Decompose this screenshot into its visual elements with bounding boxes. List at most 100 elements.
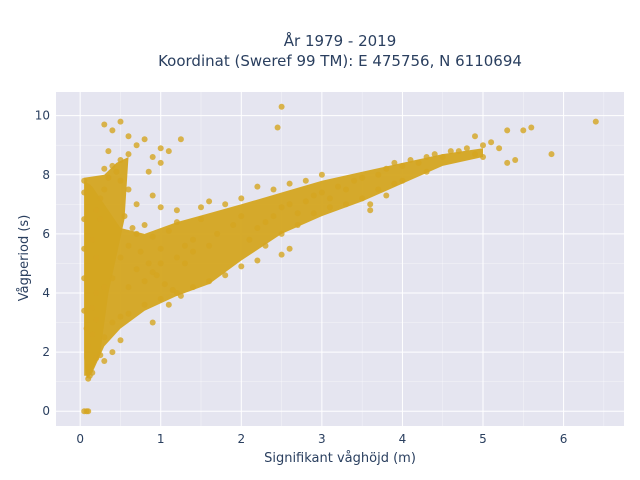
y-axis-title: Vågperiod (s) bbox=[17, 215, 32, 302]
x-axis-title: Signifikant våghöjd (m) bbox=[264, 451, 416, 466]
data-point bbox=[190, 248, 196, 255]
data-point bbox=[359, 174, 366, 181]
data-point bbox=[592, 118, 599, 125]
data-point bbox=[286, 201, 293, 208]
data-point bbox=[101, 121, 108, 128]
data-point bbox=[343, 186, 349, 193]
data-point bbox=[181, 242, 188, 249]
data-point bbox=[367, 201, 374, 208]
data-point bbox=[157, 245, 164, 252]
data-point bbox=[141, 278, 148, 285]
y-tick-label: 0 bbox=[42, 404, 50, 418]
data-point bbox=[463, 145, 470, 152]
data-point bbox=[157, 204, 164, 211]
data-point bbox=[222, 272, 229, 279]
data-point bbox=[133, 142, 140, 149]
data-point bbox=[230, 222, 237, 228]
data-point bbox=[455, 148, 462, 155]
data-point bbox=[318, 171, 325, 178]
data-point bbox=[109, 349, 116, 356]
data-point bbox=[101, 334, 108, 341]
data-point bbox=[125, 151, 132, 158]
data-point bbox=[145, 168, 152, 175]
data-point bbox=[101, 186, 108, 193]
data-point bbox=[286, 180, 293, 187]
data-point bbox=[137, 248, 144, 255]
data-point bbox=[206, 198, 213, 205]
data-point bbox=[278, 103, 285, 110]
data-point bbox=[399, 177, 406, 184]
x-tick-label: 1 bbox=[157, 432, 165, 446]
data-point bbox=[153, 272, 160, 279]
data-point bbox=[177, 292, 184, 299]
data-point bbox=[165, 227, 172, 234]
data-point bbox=[270, 186, 277, 193]
data-point bbox=[278, 251, 285, 258]
data-point bbox=[109, 127, 116, 134]
data-point bbox=[83, 325, 90, 332]
data-point bbox=[81, 245, 88, 252]
y-tick-label: 6 bbox=[42, 227, 50, 241]
data-point bbox=[480, 154, 486, 160]
data-point bbox=[129, 225, 136, 231]
data-point bbox=[157, 260, 164, 267]
data-point bbox=[81, 307, 88, 314]
data-point bbox=[391, 159, 398, 166]
data-point bbox=[81, 189, 88, 196]
data-point bbox=[169, 287, 176, 293]
data-point bbox=[173, 219, 180, 226]
data-point bbox=[326, 195, 333, 202]
data-point bbox=[310, 210, 317, 217]
data-point bbox=[472, 133, 478, 140]
data-point bbox=[97, 352, 104, 359]
data-point bbox=[294, 222, 301, 228]
data-point bbox=[157, 145, 164, 152]
data-point bbox=[141, 301, 148, 308]
data-point bbox=[133, 201, 140, 208]
data-point bbox=[359, 195, 366, 202]
data-point bbox=[423, 168, 430, 175]
y-tick-label: 4 bbox=[42, 286, 50, 300]
y-tick-labels: 0 2 4 6 8 10 bbox=[35, 109, 50, 419]
data-point bbox=[351, 177, 358, 184]
data-point bbox=[117, 254, 124, 261]
data-point bbox=[173, 207, 180, 214]
data-point bbox=[105, 148, 112, 155]
x-tick-label: 3 bbox=[318, 432, 326, 446]
data-point bbox=[246, 236, 253, 243]
data-point bbox=[504, 127, 511, 134]
data-point bbox=[109, 275, 116, 282]
data-point bbox=[383, 165, 390, 172]
data-point bbox=[198, 204, 204, 211]
data-point bbox=[149, 154, 156, 160]
data-point bbox=[85, 363, 92, 370]
data-point bbox=[93, 290, 100, 296]
data-point bbox=[206, 278, 213, 285]
x-tick-labels: 0 1 2 3 4 5 6 bbox=[76, 432, 567, 446]
data-point bbox=[375, 171, 382, 178]
data-point bbox=[101, 358, 108, 364]
x-tick-label: 4 bbox=[399, 432, 407, 446]
data-point bbox=[238, 195, 245, 202]
data-point bbox=[254, 225, 261, 231]
point-cloud-band bbox=[84, 148, 483, 379]
data-point bbox=[173, 254, 180, 261]
data-point bbox=[447, 148, 454, 155]
data-point bbox=[113, 168, 120, 175]
data-point bbox=[488, 139, 495, 146]
data-point bbox=[93, 207, 100, 214]
data-point bbox=[83, 408, 90, 415]
data-point bbox=[109, 162, 116, 169]
data-point bbox=[97, 195, 104, 202]
data-point bbox=[190, 236, 196, 243]
data-point bbox=[375, 186, 382, 193]
data-point bbox=[214, 230, 221, 237]
data-point bbox=[125, 186, 132, 193]
data-point bbox=[480, 142, 486, 149]
data-point bbox=[262, 219, 269, 226]
data-point bbox=[407, 157, 414, 163]
data-point bbox=[93, 254, 100, 261]
y-tick-label: 8 bbox=[42, 168, 50, 182]
data-point bbox=[141, 136, 148, 143]
